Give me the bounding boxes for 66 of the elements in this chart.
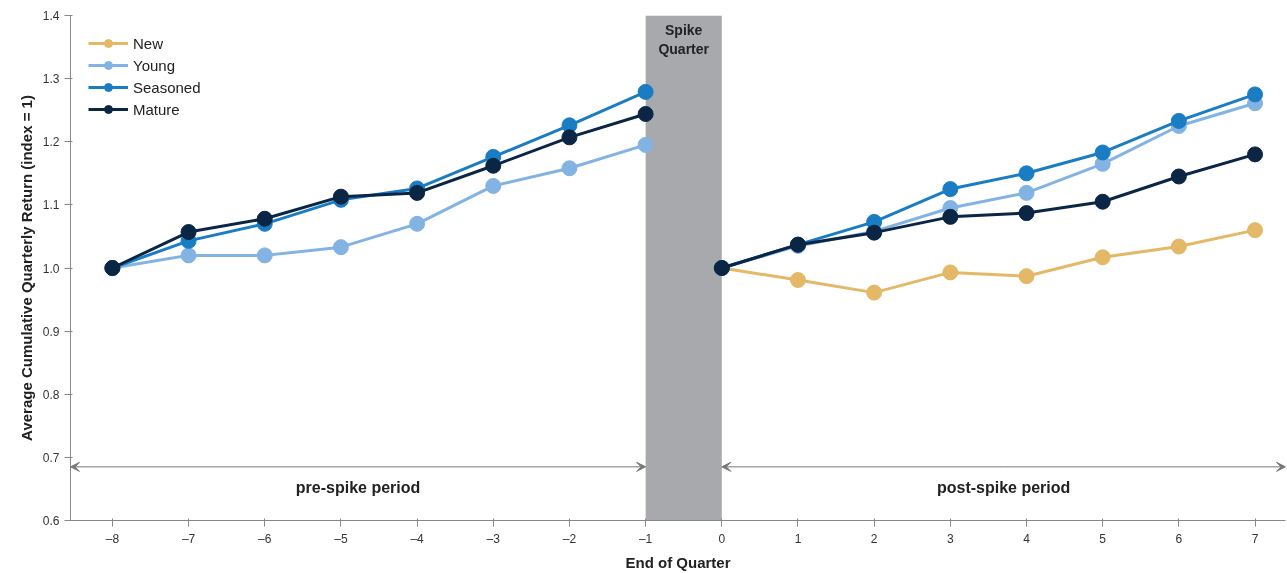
point <box>256 210 273 227</box>
band-label: Spike Quarter <box>658 21 710 57</box>
x-tick-label: –2 <box>562 531 577 546</box>
x-tick-label: –7 <box>181 531 196 546</box>
y-tick-label: 1.0 <box>42 261 60 276</box>
point <box>637 105 654 122</box>
y-tick-label: 1.2 <box>42 135 60 150</box>
x-tick-label: –5 <box>334 531 348 546</box>
point <box>1018 165 1035 182</box>
point <box>1018 268 1035 285</box>
y-tick-label: 1.3 <box>42 72 60 87</box>
point <box>942 181 959 198</box>
x-tick-label: –1 <box>638 531 653 546</box>
point <box>409 215 426 232</box>
annotation: post-spike period <box>936 478 1071 496</box>
x-tick-label: 1 <box>794 531 802 546</box>
point <box>332 239 349 256</box>
point <box>1170 238 1187 255</box>
x-axis-title: End of Quarter <box>625 553 731 571</box>
point <box>637 83 654 100</box>
legend-label: Seasoned <box>133 78 201 96</box>
point <box>1094 249 1111 266</box>
point <box>942 264 959 281</box>
legend-label: Young <box>133 56 175 74</box>
point <box>789 272 806 288</box>
point <box>485 177 502 194</box>
point <box>1247 222 1264 239</box>
y-tick-label: 0.7 <box>42 450 60 465</box>
point <box>866 284 883 301</box>
point <box>1170 112 1187 129</box>
legend-label: Mature <box>133 100 180 118</box>
point <box>180 247 197 264</box>
annotation: pre-spike period <box>295 478 421 496</box>
y-tick-label: 0.8 <box>42 387 60 402</box>
point <box>561 160 578 177</box>
point <box>256 247 273 264</box>
point <box>1170 168 1187 185</box>
y-tick-label: 1.4 <box>42 9 60 23</box>
x-tick-label: 0 <box>718 531 726 546</box>
x-tick-label: 3 <box>946 531 954 546</box>
point <box>1247 86 1264 103</box>
x-tick-label: 4 <box>1023 531 1031 546</box>
point <box>637 136 654 153</box>
point <box>1247 146 1264 163</box>
x-tick-label: 2 <box>870 531 878 546</box>
x-tick-label: –4 <box>410 531 425 546</box>
x-tick-label: –8 <box>105 531 120 546</box>
x-tick-label: 5 <box>1099 531 1107 546</box>
point <box>409 184 426 201</box>
y-axis-title: Average Cumulative Quarterly Return (index = 1) <box>17 95 35 441</box>
point <box>1094 193 1111 210</box>
point <box>942 208 959 225</box>
y-tick-label: 1.1 <box>42 198 60 213</box>
x-tick-label: –3 <box>486 531 501 546</box>
x-tick-label: –6 <box>258 531 272 546</box>
x-tick-label: 6 <box>1175 531 1183 546</box>
y-tick-label: 0.6 <box>42 514 60 528</box>
point <box>1018 184 1035 201</box>
y-tick-label: 0.9 <box>42 324 60 339</box>
point <box>180 224 197 240</box>
x-tick-label: 7 <box>1251 531 1259 546</box>
point <box>485 157 502 174</box>
legend-label: New <box>133 34 164 52</box>
point <box>1018 205 1035 222</box>
point <box>561 129 578 146</box>
point <box>1094 144 1111 161</box>
